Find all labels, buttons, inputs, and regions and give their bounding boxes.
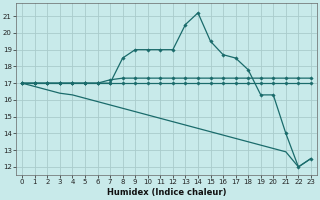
X-axis label: Humidex (Indice chaleur): Humidex (Indice chaleur) [107, 188, 226, 197]
